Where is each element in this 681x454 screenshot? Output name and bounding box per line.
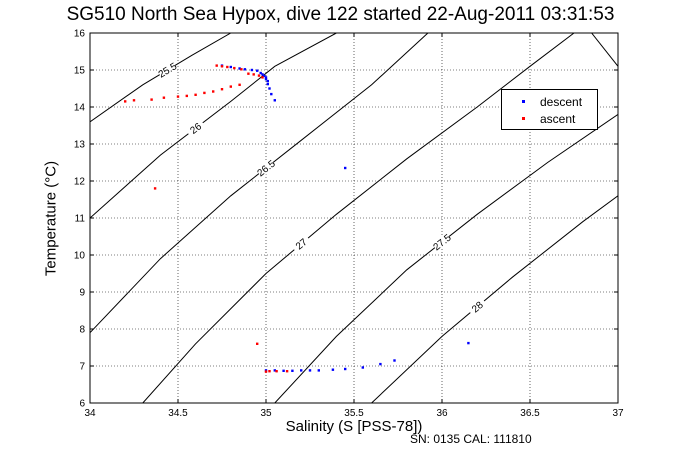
y-tick-label: 15 [74, 66, 86, 77]
data-point-descent [263, 74, 266, 78]
contour-label-bg [467, 297, 488, 317]
data-point-ascent [264, 370, 268, 373]
data-point-descent [273, 99, 276, 102]
data-point-descent [270, 92, 273, 96]
data-point-ascent [226, 65, 229, 69]
y-tick-label: 16 [74, 29, 86, 40]
serial-calibration-note: SN: 0135 CAL: 111810 [410, 432, 532, 446]
isopycnal-contour [591, 33, 618, 67]
legend-label-ascent: ascent [540, 112, 576, 126]
x-tick-label: 34 [84, 408, 96, 419]
data-point-descent [393, 359, 396, 362]
data-point-ascent [233, 66, 236, 70]
x-tick-label: 34.5 [168, 408, 188, 419]
x-axis-label: Salinity (S [PSS-78]) [285, 418, 423, 435]
data-point-descent [259, 71, 262, 75]
x-tick-label: 36 [436, 408, 448, 419]
data-point-descent [317, 369, 320, 372]
legend-marker-ascent [522, 117, 525, 120]
data-point-ascent [194, 93, 197, 96]
data-point-descent [264, 76, 268, 79]
chart-title: SG510 North Sea Hypox, dive 122 started … [66, 4, 615, 25]
data-point-ascent [124, 100, 127, 103]
y-tick-label: 7 [79, 362, 85, 373]
data-point-descent [250, 68, 254, 72]
data-point-ascent [247, 72, 250, 75]
y-axis-label: Temperature (°C) [42, 160, 60, 277]
data-point-ascent [203, 91, 206, 95]
data-point-descent [344, 367, 347, 371]
data-point-descent [308, 369, 312, 372]
data-point-descent [256, 69, 259, 72]
data-point-descent [266, 82, 269, 86]
x-tick-label: 36.5 [520, 408, 540, 419]
data-point-descent [264, 78, 268, 81]
data-point-ascent [176, 95, 180, 98]
data-point-ascent [261, 76, 264, 79]
contour-label-bg [185, 118, 206, 138]
contour-label-bg [157, 61, 178, 79]
data-point-descent [261, 73, 264, 76]
x-tick-label: 37 [612, 408, 624, 419]
data-point-descent [229, 65, 232, 69]
data-point-ascent [132, 99, 136, 102]
x-tick-label: 35.5 [344, 408, 364, 419]
y-tick-label: 6 [79, 399, 85, 410]
data-point-descent [331, 368, 335, 371]
legend-label-descent: descent [540, 95, 583, 109]
isopycnal-contour [371, 195, 618, 403]
isopycnal-contour [274, 113, 618, 403]
data-point-ascent [275, 370, 278, 373]
data-point-descent [361, 366, 364, 369]
data-point-ascent [229, 85, 232, 88]
isopycnal-contour [90, 33, 337, 219]
data-point-ascent [256, 342, 259, 345]
data-point-ascent [162, 96, 166, 99]
legend-item-ascent: ascent [502, 111, 597, 127]
data-point-ascent [150, 98, 153, 101]
data-point-descent [300, 369, 303, 372]
data-point-descent [467, 341, 470, 345]
data-point-ascent [268, 370, 271, 373]
y-tick-label: 10 [74, 251, 86, 262]
data-point-descent [266, 79, 269, 83]
contour-label: 25.5 [157, 61, 180, 81]
y-tick-label: 8 [79, 325, 85, 336]
y-tick-label: 14 [74, 103, 86, 114]
data-point-ascent [212, 90, 215, 93]
contour-label-bg [431, 232, 453, 252]
data-point-ascent [240, 68, 243, 71]
data-point-ascent [285, 370, 289, 373]
contour-label-bg [255, 158, 277, 178]
legend: descent ascent [501, 89, 598, 130]
x-tick-label: 35 [260, 408, 272, 419]
legend-item-descent: descent [502, 94, 597, 110]
data-point-ascent [257, 74, 261, 77]
y-tick-label: 9 [79, 288, 85, 299]
data-point-ascent [220, 65, 224, 68]
data-point-ascent [185, 94, 188, 98]
data-point-ascent [238, 83, 241, 86]
contour-label-bg [291, 234, 312, 254]
isopycnal-contour [90, 33, 429, 334]
y-tick-label: 13 [74, 140, 86, 151]
data-point-descent [379, 362, 382, 366]
y-tick-label: 11 [75, 214, 86, 225]
data-point-descent [243, 68, 247, 71]
y-tick-label: 12 [74, 177, 86, 188]
isopycnal-contour [142, 33, 575, 403]
data-point-ascent [215, 64, 218, 67]
data-point-descent [291, 369, 294, 372]
data-point-descent [282, 369, 285, 372]
legend-marker-descent [522, 100, 525, 103]
data-point-descent [273, 369, 276, 372]
data-point-descent [268, 87, 271, 90]
data-point-ascent [252, 73, 255, 76]
data-point-descent [238, 67, 241, 70]
data-point-descent [344, 166, 347, 170]
data-point-ascent [153, 187, 157, 190]
data-point-ascent [220, 88, 224, 91]
